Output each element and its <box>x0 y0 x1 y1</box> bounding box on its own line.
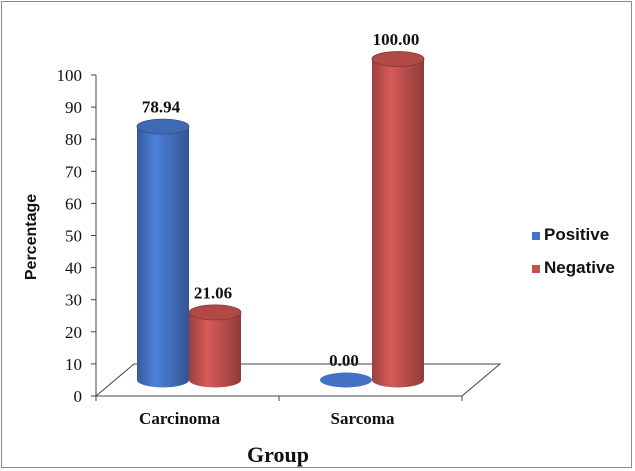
y-tick-label: 60 <box>65 194 82 213</box>
y-tick-label: 0 <box>74 387 83 406</box>
data-label: 78.94 <box>142 98 181 117</box>
y-tick-label: 100 <box>57 66 83 85</box>
legend-label-negative: Negative <box>544 258 615 277</box>
legend-swatch-positive <box>532 232 540 240</box>
legend-swatch-negative <box>532 265 540 273</box>
y-tick-label: 40 <box>65 259 82 278</box>
data-label: 0.00 <box>329 351 359 370</box>
bar-negative-sarcoma <box>371 51 425 388</box>
legend-label-positive: Positive <box>544 225 609 244</box>
x-axis-title: Group <box>247 442 309 467</box>
y-tick-label: 80 <box>65 130 82 149</box>
x-tick-label: Carcinoma <box>139 409 220 428</box>
y-tick-label: 50 <box>65 227 82 246</box>
data-label: 100.00 <box>373 30 420 49</box>
x-tick-label: Sarcoma <box>331 409 395 428</box>
y-tick-label: 90 <box>65 98 82 117</box>
y-tick-label: 20 <box>65 323 82 342</box>
bar-positive-sarcoma <box>320 372 372 388</box>
y-tick-label: 70 <box>65 162 82 181</box>
y-tick-label: 10 <box>65 355 82 374</box>
bar-positive-carcinoma <box>136 118 190 388</box>
legend: Positive Negative <box>532 225 615 277</box>
data-label: 21.06 <box>194 283 232 302</box>
y-tick-label: 30 <box>65 291 82 310</box>
y-axis-title: Percentage <box>23 194 40 280</box>
bar-negative-carcinoma <box>188 304 242 388</box>
